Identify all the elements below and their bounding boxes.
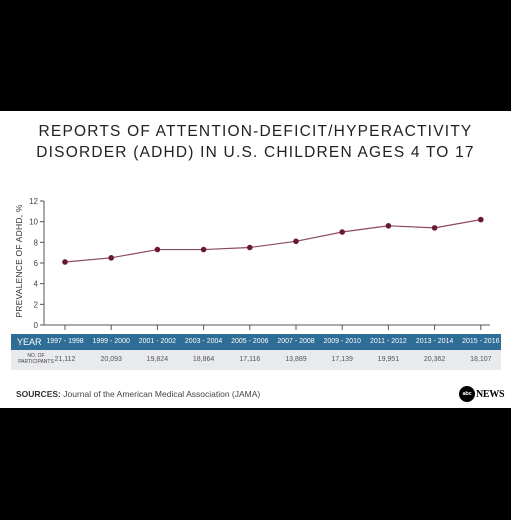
sources-note: SOURCES: Journal of the American Medical… (16, 389, 260, 399)
year-row: YEAR 1997 - 1998 1999 - 2000 2001 - 2002 20… (11, 334, 501, 350)
participants-cell-1: 20,093 (100, 356, 122, 363)
year-cell-2: 2001 - 2002 (138, 338, 177, 345)
year-cell-1: 1999 - 2000 (92, 338, 130, 345)
sources-text: Journal of the American Medical Associat… (63, 389, 261, 399)
data-point-6 (339, 229, 346, 235)
chart-card: REPORTS OF ATTENTION-DEFICIT/HYPERACTIVI… (0, 111, 511, 408)
participants-cell-0: 21,112 (54, 356, 76, 363)
data-point-8 (431, 225, 438, 231)
y-tick-label-4: 4 (34, 280, 39, 289)
y-tick-label-8: 8 (34, 238, 39, 247)
participants-cell-5: 13,889 (285, 356, 307, 363)
line-chart: 0 2 4 6 8 10 12 (29, 197, 490, 330)
year-cell-0: 1997 - 1998 (46, 338, 84, 345)
data-point-0 (62, 259, 68, 265)
year-cell-8: 2013 - 2014 (415, 338, 454, 345)
participants-cell-3: 18,864 (192, 356, 215, 363)
year-cell-7: 2011 - 2012 (369, 338, 407, 345)
participants-row: NO. OF PARTICIPANTS 21,112 20,093 19,824 18… (11, 350, 501, 370)
chart-title: REPORTS OF ATTENTION-DEFICIT/HYPERACTIVI… (0, 121, 511, 163)
data-point-3 (200, 246, 207, 253)
abc-logo-circle: abc (459, 386, 475, 402)
y-tick-label-10: 10 (29, 218, 38, 227)
data-point-7 (385, 223, 392, 229)
participants-cell-9: 18,107 (470, 356, 492, 363)
participants-cell-8: 20,362 (423, 356, 446, 363)
y-tick-label-2: 2 (34, 300, 39, 309)
year-cell-6: 2009 - 2010 (323, 338, 361, 345)
year-cell-5: 2007 - 2008 (277, 338, 315, 345)
y-tick-label-6: 6 (34, 259, 39, 268)
sources-label: SOURCES: (16, 389, 61, 399)
news-logo-text: NEWS (476, 388, 505, 400)
participants-cell-6: 17,139 (331, 356, 353, 363)
data-point-1 (108, 255, 114, 261)
participants-cell-4: 17,116 (239, 356, 261, 363)
data-point-9 (478, 216, 484, 223)
y-tick-label-0: 0 (34, 321, 39, 330)
year-header: YEAR (17, 337, 42, 347)
year-cell-3: 2003 - 2004 (184, 338, 223, 345)
title-line-2: DISORDER (ADHD) IN U.S. CHILDREN AGES 4 … (36, 144, 475, 161)
y-tick-label-12: 12 (29, 197, 38, 206)
data-point-2 (154, 246, 161, 253)
y-axis-label: PREVALENCE OF ADHD, % (14, 204, 24, 318)
participants-cell-7: 19,951 (377, 356, 400, 363)
year-cell-4: 2005 - 2006 (231, 338, 269, 345)
year-cell-9: 2015 - 2016 (462, 338, 500, 345)
data-point-4 (247, 244, 253, 251)
data-point-5 (293, 238, 299, 245)
abc-news-logo: abc NEWS (459, 386, 505, 402)
title-line-1: REPORTS OF ATTENTION-DEFICIT/HYPERACTIVI… (38, 123, 473, 140)
series-line (64, 219, 481, 263)
participants-header: NO. OF PARTICIPANTS (18, 353, 54, 365)
participants-cell-2: 19,824 (146, 356, 169, 363)
